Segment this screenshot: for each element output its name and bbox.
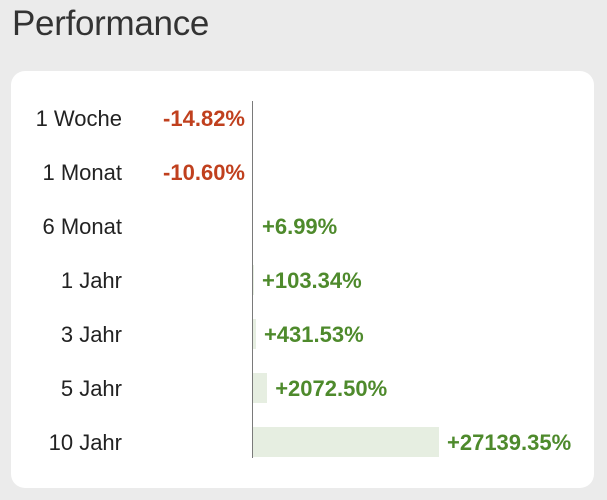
performance-row: 3 Jahr +431.53% — [11, 308, 594, 362]
period-label: 3 Jahr — [60, 322, 122, 347]
return-value: +27139.35% — [447, 430, 572, 455]
return-value: +431.53% — [263, 322, 364, 347]
performance-row: 10 Jahr +27139.35% — [11, 416, 594, 470]
page-title: Performance — [12, 4, 210, 43]
return-value: -10.60% — [163, 160, 245, 185]
zero-axis — [252, 101, 253, 458]
period-label: 1 Woche — [35, 106, 122, 131]
performance-row: 1 Monat -10.60% — [11, 146, 594, 200]
performance-card: 1 Woche -14.82% 1 Monat -10.60% 6 Monat +6.99… — [11, 71, 594, 488]
return-value: +2072.50% — [275, 376, 388, 401]
return-bar — [253, 265, 254, 295]
return-bar — [253, 427, 439, 457]
return-bar — [253, 319, 256, 349]
performance-row: 1 Jahr +103.34% — [11, 254, 594, 308]
period-label: 1 Monat — [42, 160, 123, 185]
period-label: 10 Jahr — [48, 430, 122, 455]
performance-row: 5 Jahr +2072.50% — [11, 362, 594, 416]
return-value: -14.82% — [163, 106, 245, 131]
period-label: 1 Jahr — [60, 268, 122, 293]
performance-row: 6 Monat +6.99% — [11, 200, 594, 254]
period-label: 5 Jahr — [60, 376, 122, 401]
return-bar — [253, 373, 268, 403]
period-label: 6 Monat — [42, 214, 123, 239]
return-value: +6.99% — [262, 214, 338, 239]
return-value: +103.34% — [262, 268, 362, 293]
performance-row: 1 Woche -14.82% — [11, 92, 594, 146]
